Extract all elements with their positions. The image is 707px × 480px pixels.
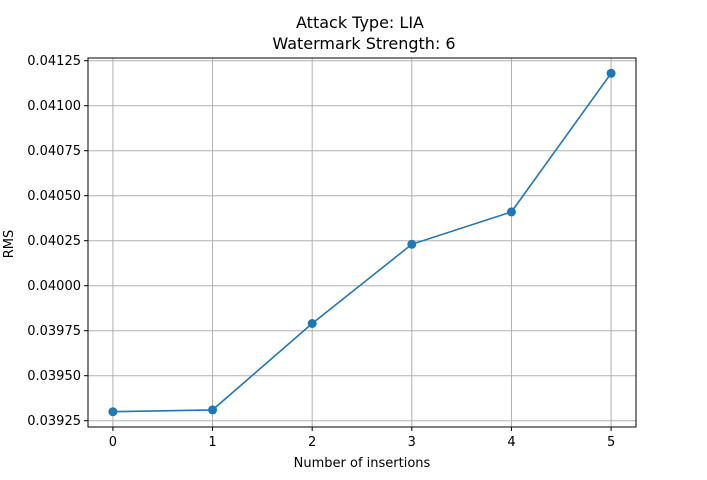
data-point — [307, 319, 317, 328]
data-point — [506, 207, 516, 217]
y-tick-label: 0.04000 — [27, 279, 81, 294]
data-point — [208, 405, 218, 415]
x-tick-label: 2 — [308, 435, 316, 450]
x-tick-label: 0 — [109, 435, 117, 450]
y-tick-label: 0.04025 — [27, 234, 81, 249]
y-tick-label: 0.04050 — [27, 189, 81, 204]
chart-subtitle: Watermark Strength: 6 — [272, 34, 455, 53]
x-axis-ticks: 0 1 2 3 4 5 — [109, 427, 615, 450]
x-tick-label: 1 — [208, 435, 216, 450]
series — [108, 68, 616, 417]
y-axis-ticks: 0.03925 0.03950 0.03975 0.04000 0.04025 0.040… — [27, 54, 88, 429]
y-tick-label: 0.03925 — [27, 414, 81, 429]
plot-frame — [87, 57, 637, 428]
x-tick-label: 4 — [507, 435, 515, 450]
data-point — [407, 239, 417, 249]
data-point — [108, 407, 118, 417]
grid — [88, 58, 636, 427]
y-axis-label: RMS — [2, 230, 17, 259]
chart-title: Attack Type: LIA — [296, 13, 424, 32]
y-tick-label: 0.03950 — [27, 369, 81, 384]
y-tick-label: 0.03975 — [27, 324, 81, 339]
x-tick-label: 3 — [408, 435, 416, 450]
y-tick-label: 0.04100 — [27, 99, 81, 114]
y-tick-label: 0.04125 — [27, 54, 81, 69]
y-tick-label: 0.04075 — [27, 144, 81, 159]
data-point — [606, 68, 616, 78]
series-line — [112, 72, 612, 413]
x-tick-label: 5 — [607, 435, 615, 450]
x-axis-label: Number of insertions — [294, 456, 431, 471]
